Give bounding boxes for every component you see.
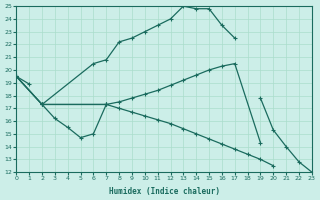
X-axis label: Humidex (Indice chaleur): Humidex (Indice chaleur) [108,187,220,196]
